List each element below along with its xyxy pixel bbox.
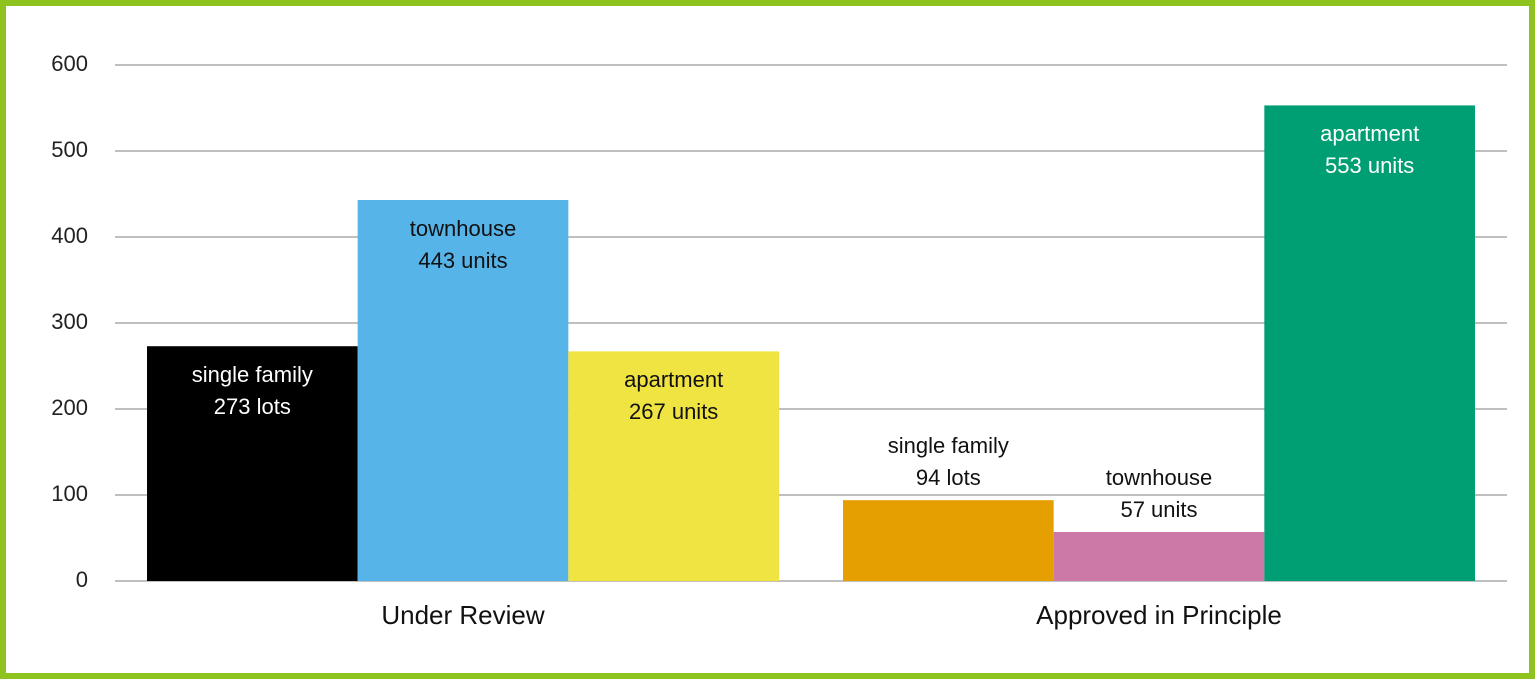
y-tick-label: 100 xyxy=(51,481,88,506)
data-label: 553 units xyxy=(1325,153,1414,178)
x-tick-label: Under Review xyxy=(381,600,545,630)
bar xyxy=(568,351,779,581)
data-label: 267 units xyxy=(629,399,718,424)
bar-label-name: townhouse xyxy=(410,216,516,241)
y-tick-label: 600 xyxy=(51,51,88,76)
bar-label-name: single family xyxy=(192,362,313,387)
y-tick-label: 400 xyxy=(51,223,88,248)
y-tick-label: 300 xyxy=(51,309,88,334)
bar-label-name: apartment xyxy=(624,367,723,392)
bar-label-name: single family xyxy=(888,433,1009,458)
bar-label-name: townhouse xyxy=(1106,465,1212,490)
y-tick-label: 200 xyxy=(51,395,88,420)
y-tick-label: 500 xyxy=(51,137,88,162)
y-tick-label: 0 xyxy=(76,567,88,592)
data-label: 273 lots xyxy=(214,394,291,419)
bar-label-name: apartment xyxy=(1320,121,1419,146)
bar xyxy=(147,346,358,581)
data-label: 443 units xyxy=(418,248,507,273)
data-label: 57 units xyxy=(1120,497,1197,522)
bar xyxy=(1053,531,1265,581)
data-label: 94 lots xyxy=(916,465,981,490)
x-tick-label: Approved in Principle xyxy=(1036,600,1282,630)
bar xyxy=(1264,105,1475,582)
bar xyxy=(357,200,569,581)
bar xyxy=(843,500,1054,581)
